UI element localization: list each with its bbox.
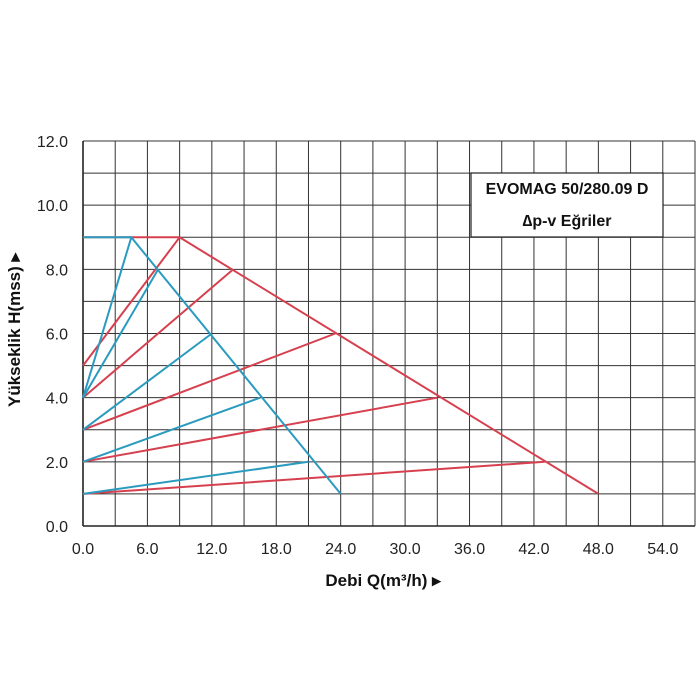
x-tick-label: 48.0 (583, 541, 614, 558)
series-line-blue-8 (82, 268, 160, 399)
y-tick-label: 2.0 (46, 455, 68, 472)
title-box-frame (470, 172, 664, 238)
series-line-red-4 (82, 396, 438, 463)
x-tick-label: 6.0 (136, 541, 158, 558)
y-tick-label: 6.0 (46, 327, 68, 344)
tick-labels: 0.0 6.0 12.0 18.0 24.0 30.0 36.0 42.0 48.0 54.0 0.… (37, 134, 679, 558)
series-line-red-2 (82, 268, 234, 399)
series-line-blue-7 (82, 237, 133, 398)
series-group (82, 236, 599, 495)
y-tick-label: 8.0 (46, 262, 68, 279)
y-tick-label: 0.0 (46, 519, 68, 536)
y-axis-label: Yükseklik H(mss) ▸ (5, 252, 24, 408)
series-line-blue-9 (82, 332, 213, 431)
x-tick-label: 0.0 (72, 541, 94, 558)
series-line-blue-10 (82, 396, 261, 463)
x-tick-label: 24.0 (325, 541, 356, 558)
chart-title: EVOMAG 50/280.09 D (486, 181, 649, 198)
title-box: EVOMAG 50/280.09 D ∆p-v Eğriler (470, 172, 664, 238)
x-tick-label: 12.0 (196, 541, 227, 558)
chart-subtitle: ∆p-v Eğriler (523, 213, 612, 230)
x-tick-label: 36.0 (454, 541, 485, 558)
x-tick-label: 42.0 (518, 541, 549, 558)
series-line-red-3 (82, 332, 336, 431)
x-axis-label: Debi Q(m³/h) ▸ (325, 571, 442, 590)
x-tick-label: 54.0 (647, 541, 678, 558)
series-line-blue-11 (82, 460, 309, 495)
y-tick-label: 10.0 (37, 198, 68, 215)
x-tick-label: 30.0 (390, 541, 421, 558)
y-tick-label: 12.0 (37, 134, 68, 151)
series-line-red-5 (82, 460, 545, 495)
y-tick-label: 4.0 (46, 391, 68, 408)
x-tick-label: 18.0 (261, 541, 292, 558)
